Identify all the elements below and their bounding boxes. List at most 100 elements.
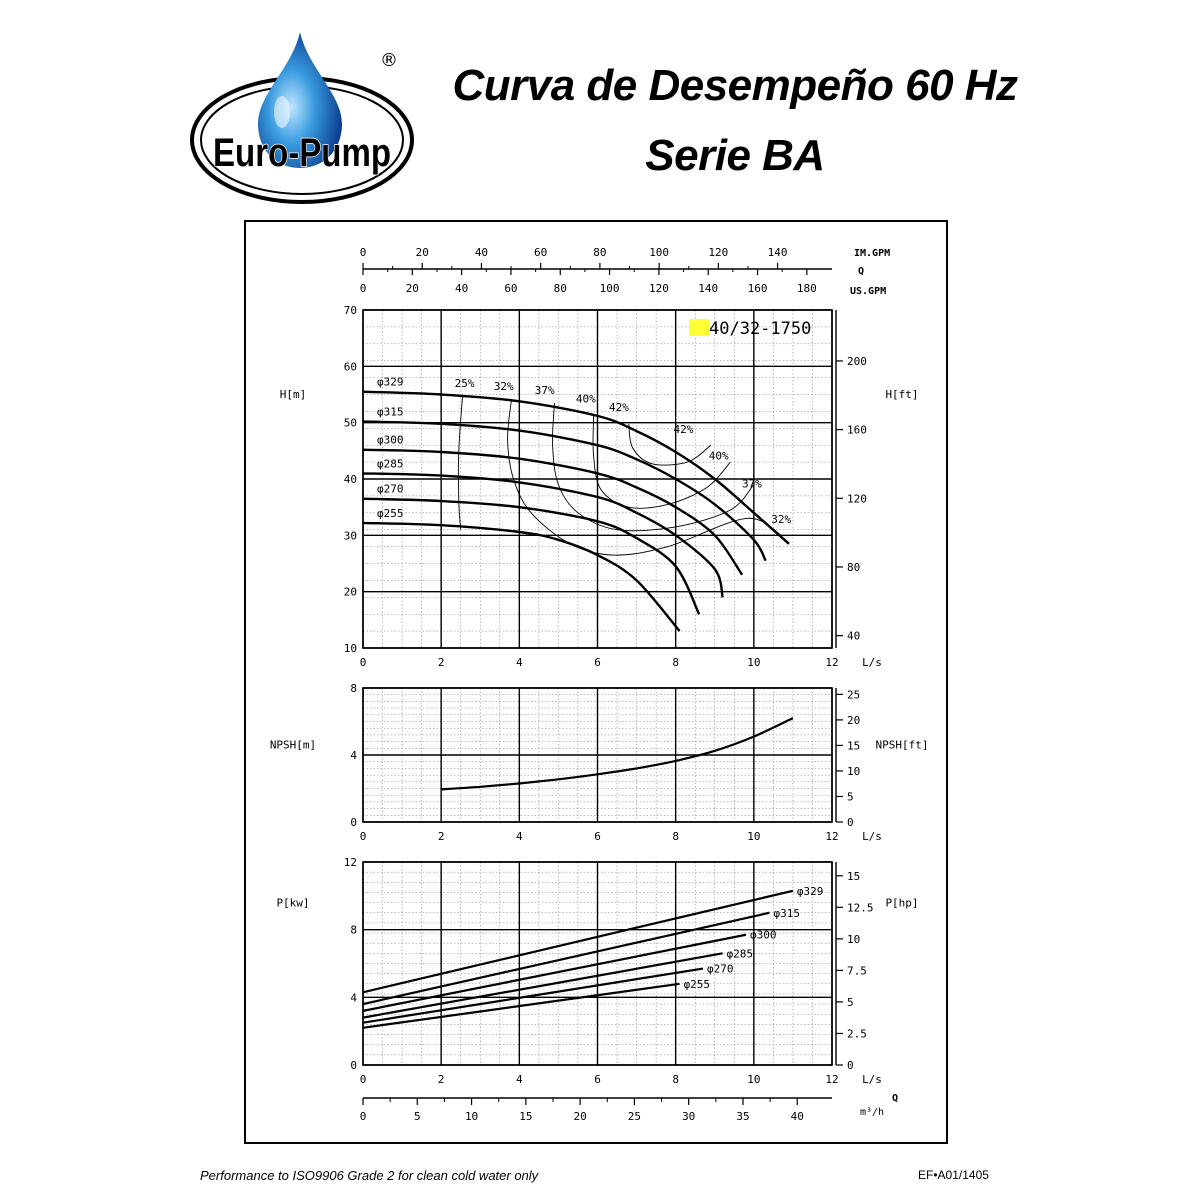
- efficiency-label: 32%: [771, 513, 791, 526]
- im-gpm-tick-label: 120: [708, 246, 728, 259]
- y-tick-label: 30: [344, 529, 357, 542]
- im-gpm-tick-label: 0: [360, 246, 367, 259]
- im-gpm-tick-label: 60: [534, 246, 547, 259]
- x-tick-label: 12: [825, 1073, 838, 1086]
- power-curve-label: φ270: [707, 963, 734, 976]
- efficiency-curve-42pct: [628, 423, 712, 466]
- right-tick-label: 160: [847, 424, 867, 437]
- euro-pump-logo: Euro-Pump ®: [190, 28, 420, 208]
- x-tick-label: 10: [747, 1073, 760, 1086]
- us-gpm-tick-label: 100: [600, 282, 620, 295]
- head-curve-label: φ315: [377, 406, 404, 419]
- power-curve-d315: [362, 911, 770, 1006]
- performance-chart-frame: 10 20 30 40 50 60 70 0 2 4 6 8 10 12 L/s H[m] 40 80 120 160…: [244, 220, 948, 1144]
- power-curve-d255: [362, 982, 680, 1029]
- right-tick-label: 7.5: [847, 964, 867, 977]
- right-tick-label: 15: [847, 739, 860, 752]
- x-tick-label: 8: [672, 830, 679, 843]
- m3h-tick-label: 35: [736, 1110, 749, 1123]
- power-curve-d285: [362, 952, 723, 1019]
- y-tick-label: 0: [350, 816, 357, 829]
- us-gpm-tick-label: 180: [797, 282, 817, 295]
- x-tick-label: 12: [825, 656, 838, 669]
- head-curve-label: φ329: [377, 376, 404, 389]
- head-curve-label: φ270: [377, 483, 404, 496]
- y-tick-label: 12: [344, 856, 357, 869]
- right-tick-label: 5: [847, 996, 854, 1009]
- x-tick-label: 8: [672, 656, 679, 669]
- head-curve-d300: [362, 448, 744, 576]
- y-tick-label: 0: [350, 1059, 357, 1072]
- head-curve-label: φ255: [377, 507, 404, 520]
- efficiency-label: 42%: [674, 423, 694, 436]
- us-gpm-tick-label: 80: [554, 282, 567, 295]
- x-tick-label: 2: [438, 656, 445, 669]
- power-curve-label: φ315: [773, 907, 800, 920]
- head-curve-d315: [362, 420, 767, 562]
- im-gpm-tick-label: 20: [416, 246, 429, 259]
- x-tick-label: 10: [747, 830, 760, 843]
- y-tick-label: 8: [350, 682, 357, 695]
- y-axis-label-right: NPSH[ft]: [876, 738, 929, 751]
- us-gpm-tick-label: 120: [649, 282, 669, 295]
- x-tick-label: 12: [825, 830, 838, 843]
- efficiency-label: 40%: [576, 392, 596, 405]
- q-bottom-label: Q: [892, 1093, 898, 1104]
- right-tick-label: 10: [847, 933, 860, 946]
- y-axis-label-left: P[kw]: [276, 897, 309, 910]
- x-tick-label: 2: [438, 830, 445, 843]
- footer-code: EF•A01/1405: [918, 1168, 989, 1182]
- x-tick-label: 6: [594, 1073, 601, 1086]
- right-tick-label: 0: [847, 1059, 854, 1072]
- y-tick-label: 4: [350, 749, 357, 762]
- us-gpm-axis-label: US.GPM: [850, 286, 886, 297]
- x-tick-label: 0: [360, 830, 367, 843]
- efficiency-label: 40%: [709, 449, 729, 462]
- head-curve-label: φ285: [377, 457, 404, 470]
- im-gpm-tick-label: 140: [768, 246, 788, 259]
- right-tick-label: 0: [847, 816, 854, 829]
- registered-mark: ®: [380, 50, 398, 71]
- m3h-tick-label: 40: [791, 1110, 804, 1123]
- efficiency-curve-25pct: [457, 394, 464, 530]
- plot-border: [362, 309, 833, 649]
- m3h-tick-label: 15: [519, 1110, 532, 1123]
- power-curve-d270: [362, 967, 704, 1024]
- y-axis-label-left: H[m]: [280, 388, 307, 401]
- page-title: Curva de Desempeño 60 Hz: [452, 61, 1018, 110]
- x-tick-label: 0: [360, 656, 367, 669]
- y-tick-label: 4: [350, 991, 357, 1004]
- right-tick-label: 15: [847, 870, 860, 883]
- plot-border: [362, 687, 833, 823]
- x-tick-label: 6: [594, 830, 601, 843]
- power-curve-label: φ329: [797, 885, 824, 898]
- m3h-tick-label: 30: [682, 1110, 695, 1123]
- right-tick-label: 40: [847, 630, 860, 643]
- logo-wordmark: Euro-Pump: [213, 131, 391, 175]
- y-axis-label-right: H[ft]: [885, 388, 918, 401]
- model-highlight-box: [689, 319, 709, 336]
- x-tick-label: 8: [672, 1073, 679, 1086]
- y-tick-label: 50: [344, 417, 357, 430]
- right-tick-label: 10: [847, 765, 860, 778]
- y-axis-label-left: NPSH[m]: [270, 738, 316, 751]
- m3h-tick-label: 5: [414, 1110, 421, 1123]
- x-tick-label: 6: [594, 656, 601, 669]
- us-gpm-tick-label: 140: [698, 282, 718, 295]
- y-tick-label: 20: [344, 586, 357, 599]
- x-tick-label: 4: [516, 1073, 523, 1086]
- us-gpm-tick-label: 20: [406, 282, 419, 295]
- x-axis-label: L/s: [862, 830, 882, 843]
- efficiency-label: 42%: [609, 401, 629, 414]
- head-curve-d270: [362, 497, 701, 615]
- plot-border: [362, 861, 833, 1066]
- power-curve-label: φ285: [727, 947, 754, 960]
- y-tick-label: 40: [344, 473, 357, 486]
- head-curve-label: φ300: [377, 434, 404, 447]
- efficiency-curve-40pct: [592, 415, 731, 509]
- m3h-tick-label: 10: [465, 1110, 478, 1123]
- head-curve-d285: [362, 472, 724, 598]
- right-tick-label: 25: [847, 688, 860, 701]
- footer-note: Performance to ISO9906 Grade 2 for clean…: [200, 1168, 539, 1183]
